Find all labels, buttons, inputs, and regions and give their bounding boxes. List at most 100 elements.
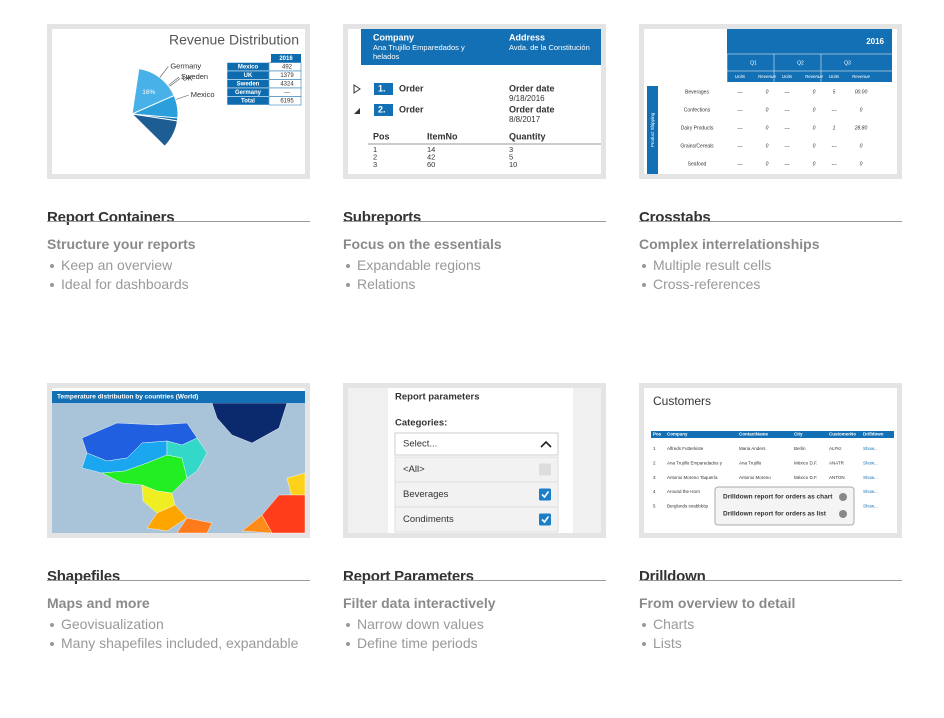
thumb-text[interactable]: Show... bbox=[863, 460, 878, 465]
thumb-text: Germany bbox=[235, 90, 262, 96]
thumb-text[interactable]: Show... bbox=[863, 475, 878, 480]
thumb-text: Q2 bbox=[797, 60, 804, 66]
thumb-text: 1379 bbox=[280, 73, 294, 79]
thumb-text: 0 bbox=[766, 143, 769, 149]
thumbnail: 2016 Q1 Q2 Q3 Units Revenue Units Revenue Units R… bbox=[639, 24, 902, 179]
thumb-text: Product Shipping bbox=[650, 112, 655, 147]
card-subtitle: Structure your reports bbox=[47, 236, 196, 252]
thumb-text: Beverages bbox=[685, 89, 709, 95]
thumb-text: 2016 bbox=[279, 56, 293, 62]
thumb-text: 1 bbox=[833, 125, 836, 131]
thumb-text: Ana Trujillo bbox=[739, 460, 762, 465]
thumb-text: Revenue bbox=[852, 74, 871, 79]
thumb-text: ALFKI bbox=[829, 446, 842, 451]
chevron bbox=[540, 440, 552, 448]
thumb-text: Seafood bbox=[688, 161, 707, 167]
thumb-text: <All> bbox=[403, 464, 425, 475]
thumb-text: Quantity bbox=[509, 131, 546, 141]
thumb-text[interactable]: Show... bbox=[863, 489, 878, 494]
expand-icon bbox=[353, 84, 361, 94]
side-panel bbox=[348, 388, 388, 533]
divider bbox=[47, 221, 310, 222]
card-title: Report Containers bbox=[47, 209, 175, 226]
thumb-text: Avda. de la Constitución bbox=[509, 43, 590, 52]
thumb-text: 4 bbox=[653, 489, 656, 494]
thumb-text: 6195 bbox=[280, 98, 294, 104]
thumb-text: Maria Anders bbox=[739, 446, 766, 451]
thumb-text[interactable]: Show... bbox=[863, 503, 878, 508]
thumb-text: Revenue bbox=[805, 74, 824, 79]
thumb-text: 42 bbox=[427, 152, 435, 161]
thumb-text: City bbox=[794, 432, 803, 437]
thumb-text: --- bbox=[738, 125, 743, 131]
thumb-text: 2 bbox=[653, 460, 656, 465]
thumb-text: 4324 bbox=[280, 81, 294, 87]
thumb-text: Grains/Cereals bbox=[680, 143, 714, 149]
checkbox[interactable] bbox=[539, 513, 551, 526]
thumb-text: 0 bbox=[860, 107, 863, 113]
thumb-text: 1 bbox=[373, 145, 377, 154]
thumb-text: 3 bbox=[653, 475, 656, 480]
thumb-text: Antonio Moreno bbox=[739, 475, 771, 480]
thumb-text[interactable]: Show... bbox=[863, 446, 878, 451]
leader-line bbox=[175, 94, 189, 100]
side-panel bbox=[573, 388, 601, 533]
thumb-text: --- bbox=[832, 107, 837, 113]
thumb-text: helados bbox=[373, 52, 400, 61]
bullet-item: Keep an overview bbox=[47, 256, 189, 275]
bullet-item: Expandable regions bbox=[343, 256, 481, 275]
thumb-text: México D.F. bbox=[794, 460, 818, 465]
thumbnail-content: 2016 Q1 Q2 Q3 Units Revenue Units Revenue Units R… bbox=[647, 29, 892, 174]
thumb-text: Revenue Distribution bbox=[169, 32, 299, 48]
thumb-text: 492 bbox=[282, 64, 293, 70]
bullet-list: Charts Lists bbox=[639, 615, 694, 653]
thumb-text: 2016 bbox=[866, 37, 884, 46]
card-title: Drilldown bbox=[639, 568, 706, 585]
thumb-text: 14 bbox=[427, 145, 435, 154]
thumb-text: 0 bbox=[766, 107, 769, 113]
thumb-text: Pos bbox=[653, 432, 662, 437]
card-subtitle: From overview to detail bbox=[639, 595, 796, 611]
feature-card: Revenue Distribution35%Mexico25%UK24%Swe… bbox=[47, 24, 310, 324]
card-title: Crosstabs bbox=[639, 209, 711, 226]
thumb-text: ItemNo bbox=[427, 131, 458, 141]
leader-line bbox=[159, 66, 169, 78]
thumb-text: 5 bbox=[653, 503, 656, 508]
thumb-text: 3 bbox=[509, 145, 513, 154]
thumb-text[interactable]: Drilldown report for orders as list bbox=[723, 511, 827, 518]
side-band bbox=[647, 86, 658, 174]
bullet-item: Charts bbox=[639, 615, 694, 634]
menu-arrow bbox=[839, 493, 847, 501]
thumbnail-content: Temperature distribution by countries (W… bbox=[52, 391, 306, 534]
map-region bbox=[241, 514, 273, 534]
thumb-text: Customers bbox=[653, 394, 711, 408]
checkbox[interactable] bbox=[539, 488, 551, 501]
thumbnail-content: Revenue Distribution35%Mexico25%UK24%Swe… bbox=[131, 32, 302, 148]
leader-line bbox=[168, 78, 181, 87]
thumb-text: --- bbox=[738, 143, 743, 149]
thumb-text: --- bbox=[738, 107, 743, 113]
thumb-text: Sweden bbox=[237, 81, 260, 87]
divider bbox=[343, 580, 606, 581]
thumb-text: 2 bbox=[373, 152, 377, 161]
thumb-text: Units bbox=[735, 74, 746, 79]
expand-icon bbox=[354, 108, 360, 114]
thumb-text[interactable]: Drilldown report for orders as chart bbox=[723, 494, 833, 501]
thumb-text: Around the Horn bbox=[667, 489, 701, 494]
thumb-text: 0 bbox=[766, 125, 769, 131]
thumb-text: 0 bbox=[813, 125, 816, 131]
thumb-text: Antonio Moreno Taquería bbox=[667, 475, 718, 480]
option-row bbox=[394, 506, 559, 533]
thumb-text: --- bbox=[284, 90, 290, 96]
thumb-text: --- bbox=[785, 161, 790, 167]
checkbox[interactable] bbox=[539, 463, 551, 476]
bullet-item: Narrow down values bbox=[343, 615, 484, 634]
thumb-text: Units bbox=[782, 74, 793, 79]
thumb-text: 3 bbox=[373, 160, 377, 169]
thumb-text: Alfreds Futterkiste bbox=[667, 446, 704, 451]
header-band bbox=[727, 29, 892, 82]
bullet-item: Define time periods bbox=[343, 634, 484, 653]
thumb-text: Berlin bbox=[794, 446, 806, 451]
thumb-text: Pos bbox=[373, 131, 390, 141]
